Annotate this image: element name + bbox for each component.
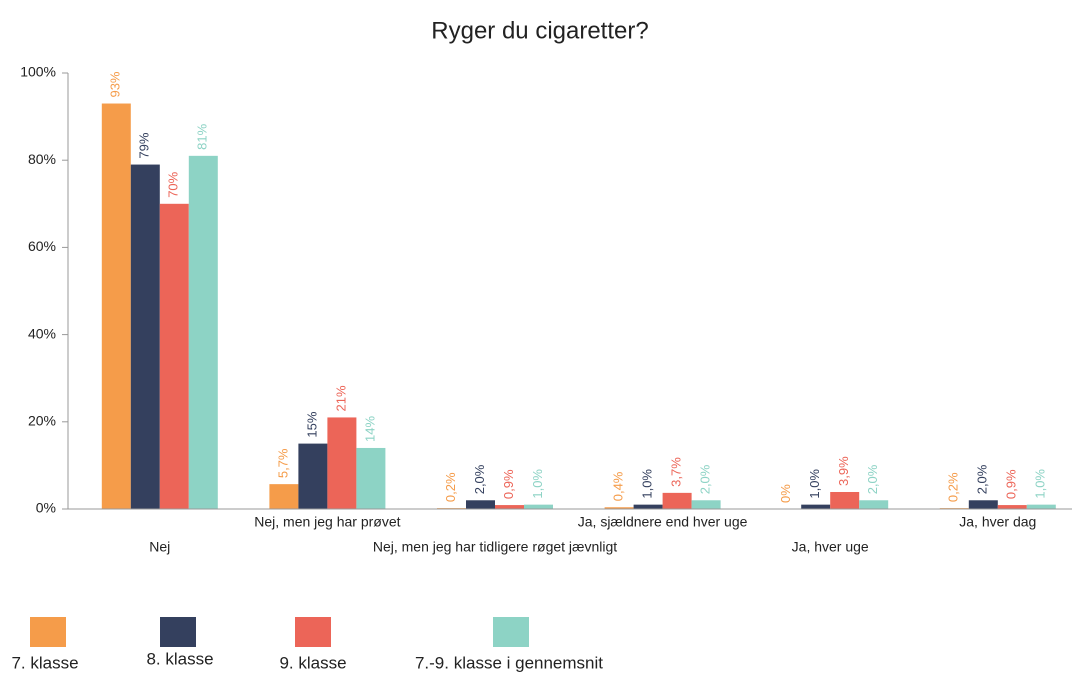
value-label: 0,9% xyxy=(1004,469,1019,499)
bar xyxy=(662,492,692,509)
y-tick-label: 20% xyxy=(28,413,56,429)
value-label: 2,0% xyxy=(975,464,990,494)
y-tick-label: 40% xyxy=(28,325,56,341)
value-label: 2,0% xyxy=(472,464,487,494)
value-label: 1,0% xyxy=(640,469,655,499)
bar xyxy=(633,504,663,509)
legend-label: 8. klasse xyxy=(146,649,213,668)
value-label: 2,0% xyxy=(698,464,713,494)
bar xyxy=(269,484,299,509)
bar xyxy=(997,505,1027,509)
bar xyxy=(188,155,218,509)
bar xyxy=(968,500,998,509)
bar xyxy=(691,500,721,509)
x-tick-label: Nej xyxy=(149,539,170,555)
x-tick-label: Nej, men jeg har tidligere røget jævnlig… xyxy=(373,539,617,555)
legend-label: 7. klasse xyxy=(11,653,78,672)
bar xyxy=(327,417,357,509)
y-tick-label: 0% xyxy=(36,500,56,516)
value-label: 0,4% xyxy=(611,471,626,501)
bar xyxy=(604,507,634,509)
value-label: 21% xyxy=(333,385,348,411)
legend-label: 9. klasse xyxy=(279,653,346,672)
value-label: 81% xyxy=(195,123,210,149)
value-label: 1,0% xyxy=(807,469,822,499)
value-label: 0,9% xyxy=(501,469,516,499)
bar xyxy=(1026,504,1056,509)
bar xyxy=(859,500,889,509)
value-label: 3,9% xyxy=(836,456,851,486)
y-tick-label: 60% xyxy=(28,238,56,254)
value-label: 0,2% xyxy=(946,472,961,502)
value-label: 14% xyxy=(362,416,377,442)
bar xyxy=(298,443,328,509)
value-label: 5,7% xyxy=(275,448,290,478)
value-label: 0% xyxy=(778,484,793,503)
legend-swatch xyxy=(493,617,529,647)
x-tick-label: Ja, hver dag xyxy=(959,514,1036,530)
legend-label: 7.-9. klasse i gennemsnit xyxy=(415,653,603,672)
y-tick-label: 80% xyxy=(28,151,56,167)
bar xyxy=(466,500,495,509)
value-label: 0,2% xyxy=(443,472,458,502)
value-label: 2,0% xyxy=(865,464,880,494)
bar xyxy=(524,504,553,509)
bar xyxy=(495,505,524,509)
value-label: 1,0% xyxy=(530,469,545,499)
value-label: 3,7% xyxy=(669,457,684,487)
value-label: 93% xyxy=(108,71,123,97)
bar xyxy=(101,103,131,510)
bar xyxy=(159,203,189,510)
legend-swatch xyxy=(160,617,196,647)
legend-swatch xyxy=(295,617,331,647)
bar xyxy=(130,164,160,509)
value-label: 1,0% xyxy=(1033,469,1048,499)
x-tick-label: Ja, hver uge xyxy=(792,539,869,555)
bar xyxy=(830,491,860,509)
legend-swatch xyxy=(30,617,66,647)
chart-title: Ryger du cigaretter? xyxy=(431,17,648,44)
x-tick-label: Ja, sjældnere end hver uge xyxy=(578,514,748,530)
value-label: 79% xyxy=(137,132,152,158)
y-tick-label: 100% xyxy=(20,64,56,80)
value-label: 15% xyxy=(304,411,319,437)
value-label: 70% xyxy=(166,171,181,197)
bar xyxy=(356,447,386,509)
bar xyxy=(801,504,831,509)
x-tick-label: Nej, men jeg har prøvet xyxy=(254,514,400,530)
